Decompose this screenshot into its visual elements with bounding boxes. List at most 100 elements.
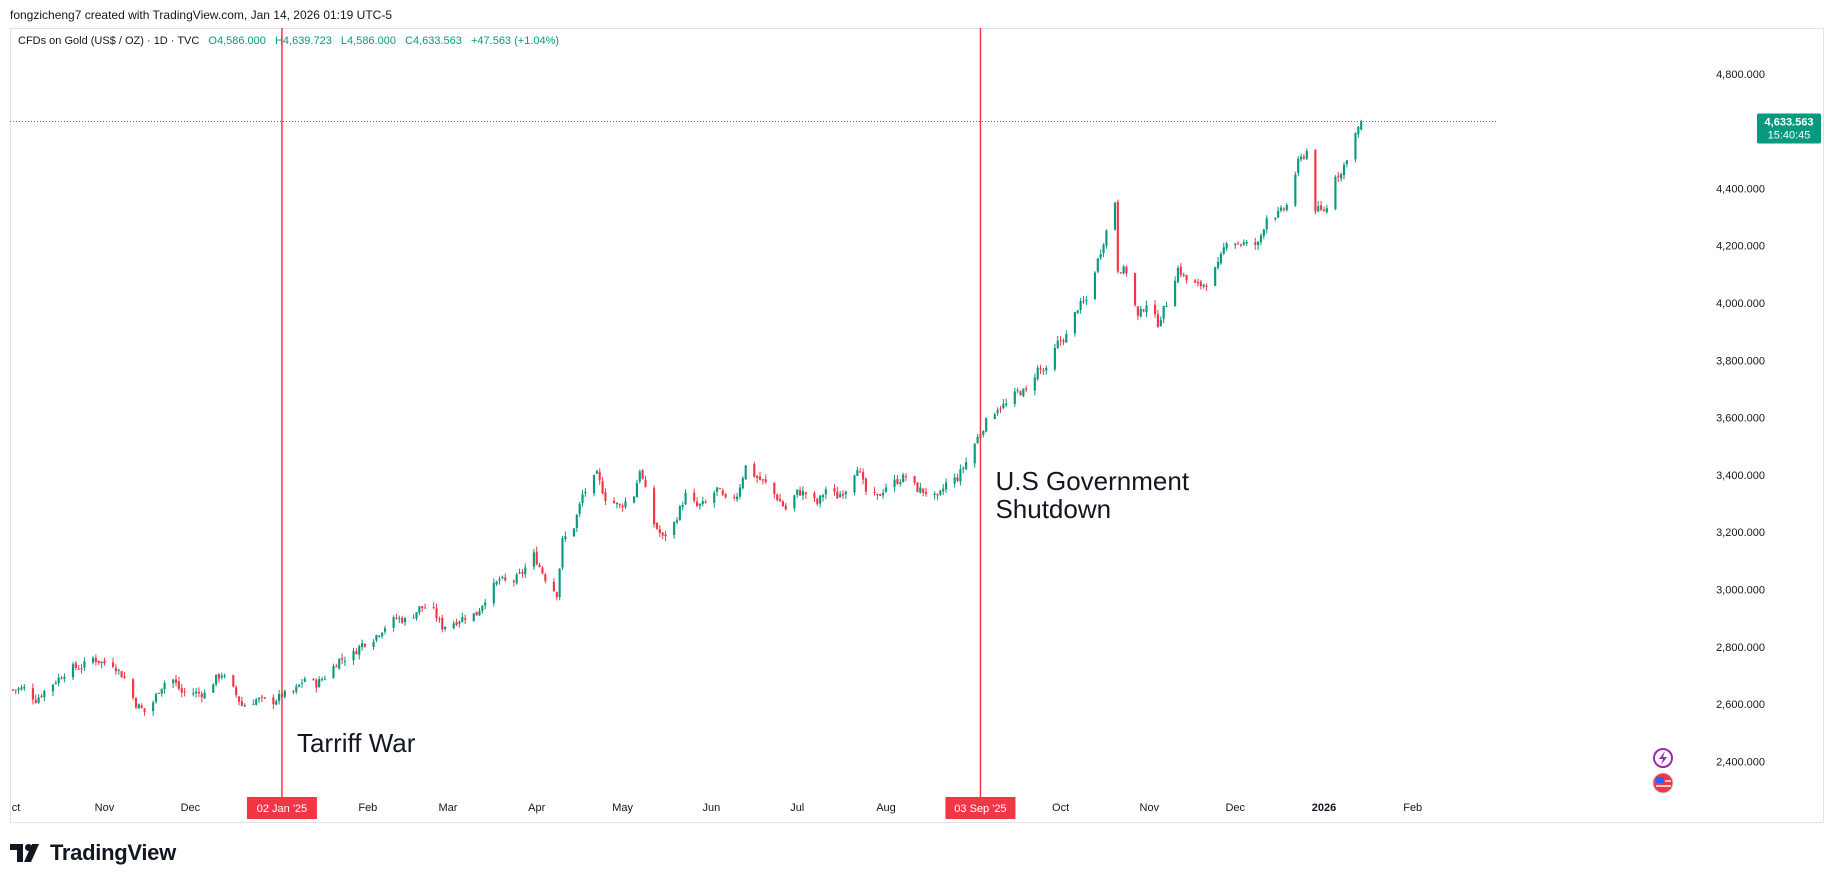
candle-body[interactable] xyxy=(936,493,939,496)
candle-body[interactable] xyxy=(681,504,684,507)
candle-body[interactable] xyxy=(664,534,667,537)
candle-body[interactable] xyxy=(323,678,326,680)
candle-body[interactable] xyxy=(819,495,822,504)
candle-body[interactable] xyxy=(1073,312,1076,334)
candle-body[interactable] xyxy=(893,479,896,487)
candle-body[interactable] xyxy=(114,667,117,672)
candle-body[interactable] xyxy=(60,678,63,680)
candle-body[interactable] xyxy=(1199,281,1202,286)
candle-body[interactable] xyxy=(552,581,555,592)
candle-body[interactable] xyxy=(962,468,965,470)
candle-body[interactable] xyxy=(80,668,83,670)
candle-body[interactable] xyxy=(884,487,888,492)
candle-body[interactable] xyxy=(801,491,805,496)
candle-body[interactable] xyxy=(232,675,235,687)
candle-body[interactable] xyxy=(1025,388,1028,390)
candle-body[interactable] xyxy=(1153,304,1157,315)
candle-body[interactable] xyxy=(698,503,701,506)
candle-body[interactable] xyxy=(461,617,464,622)
candle-body[interactable] xyxy=(1239,244,1243,246)
candle-body[interactable] xyxy=(137,704,140,709)
candle-body[interactable] xyxy=(1262,229,1265,236)
candle-body[interactable] xyxy=(1082,300,1085,302)
candle-body[interactable] xyxy=(283,691,286,697)
candle-body[interactable] xyxy=(678,506,681,521)
candle-body[interactable] xyxy=(1279,207,1283,211)
candle-body[interactable] xyxy=(172,679,175,684)
candle-body[interactable] xyxy=(17,688,20,691)
candle-body[interactable] xyxy=(1059,340,1062,342)
candle-body[interactable] xyxy=(1119,272,1122,274)
event-annotation[interactable]: Tarriff War xyxy=(297,728,416,758)
candle-body[interactable] xyxy=(873,491,876,493)
candle-body[interactable] xyxy=(1145,305,1148,312)
candle-body[interactable] xyxy=(401,617,404,623)
candle-body[interactable] xyxy=(724,493,727,498)
candle-body[interactable] xyxy=(375,635,378,641)
candle-body[interactable] xyxy=(913,476,916,483)
candle-body[interactable] xyxy=(1265,218,1268,230)
candle-body[interactable] xyxy=(1102,244,1105,254)
candle-body[interactable] xyxy=(1182,274,1185,276)
candle-body[interactable] xyxy=(661,532,664,536)
candle-body[interactable] xyxy=(340,658,344,660)
candle-body[interactable] xyxy=(1022,388,1025,397)
candle-body[interactable] xyxy=(879,494,882,497)
candle-body[interactable] xyxy=(704,501,707,503)
candle-body[interactable] xyxy=(392,617,395,628)
candle-body[interactable] xyxy=(157,692,160,694)
candle-body[interactable] xyxy=(40,696,43,698)
candle-body[interactable] xyxy=(693,492,696,501)
candle-body[interactable] xyxy=(744,465,747,479)
candle-body[interactable] xyxy=(200,693,203,698)
candle-body[interactable] xyxy=(1285,204,1288,211)
candle-body[interactable] xyxy=(1136,306,1139,316)
candle-body[interactable] xyxy=(240,701,243,706)
candle-body[interactable] xyxy=(999,408,1002,410)
candle-body[interactable] xyxy=(761,479,764,481)
brand-logo[interactable]: TradingView xyxy=(10,840,176,866)
candle-body[interactable] xyxy=(260,696,263,698)
candle-body[interactable] xyxy=(1357,126,1360,135)
candle-body[interactable] xyxy=(403,618,407,623)
candle-body[interactable] xyxy=(1234,244,1237,246)
candle-body[interactable] xyxy=(1099,253,1102,259)
candle-body[interactable] xyxy=(1259,235,1263,243)
candle-body[interactable] xyxy=(71,664,75,678)
candle-body[interactable] xyxy=(1294,174,1297,206)
candle-body[interactable] xyxy=(103,660,106,664)
candle-body[interactable] xyxy=(1159,319,1162,327)
candle-body[interactable] xyxy=(123,676,126,678)
candle-body[interactable] xyxy=(618,504,621,506)
candle-body[interactable] xyxy=(933,493,936,496)
candle-body[interactable] xyxy=(1162,305,1165,319)
candle-body[interactable] xyxy=(452,623,455,629)
candle-body[interactable] xyxy=(578,503,581,514)
candle-body[interactable] xyxy=(300,682,304,684)
candle-body[interactable] xyxy=(982,430,985,435)
candle-body[interactable] xyxy=(363,643,367,647)
candle-body[interactable] xyxy=(973,443,976,464)
candle-body[interactable] xyxy=(945,482,948,490)
candle-body[interactable] xyxy=(192,693,195,695)
candle-body[interactable] xyxy=(355,651,358,655)
candle-body[interactable] xyxy=(635,482,638,498)
candle-body[interactable] xyxy=(821,495,825,498)
candle-body[interactable] xyxy=(292,690,295,693)
candle-body[interactable] xyxy=(352,650,355,661)
candle-body[interactable] xyxy=(1245,241,1248,244)
candle-body[interactable] xyxy=(91,657,95,663)
candle-body[interactable] xyxy=(1096,258,1099,272)
candle-body[interactable] xyxy=(495,581,498,585)
candle-body[interactable] xyxy=(1016,390,1019,392)
candle-body[interactable] xyxy=(741,477,744,489)
candle-body[interactable] xyxy=(378,635,381,637)
candle-body[interactable] xyxy=(1334,176,1337,210)
candle-body[interactable] xyxy=(1314,149,1317,212)
candle-body[interactable] xyxy=(799,490,802,496)
candle-body[interactable] xyxy=(615,502,618,505)
candle-body[interactable] xyxy=(154,694,158,702)
candle-body[interactable] xyxy=(1322,209,1326,211)
candle-body[interactable] xyxy=(1242,242,1245,245)
